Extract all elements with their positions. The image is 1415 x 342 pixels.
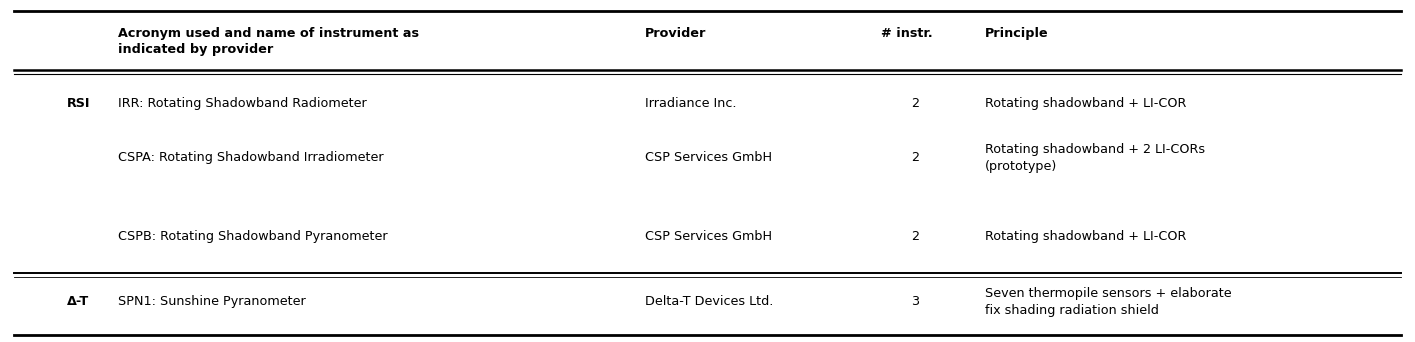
Text: Principle: Principle (985, 27, 1049, 40)
Text: 2: 2 (911, 230, 920, 243)
Text: Rotating shadowband + LI-COR: Rotating shadowband + LI-COR (985, 230, 1186, 243)
Text: CSP Services GmbH: CSP Services GmbH (645, 230, 773, 243)
Text: 2: 2 (911, 151, 920, 164)
Text: 3: 3 (911, 295, 920, 308)
Text: 2: 2 (911, 97, 920, 110)
Text: SPN1: Sunshine Pyranometer: SPN1: Sunshine Pyranometer (117, 295, 306, 308)
Text: CSP Services GmbH: CSP Services GmbH (645, 151, 773, 164)
Text: Rotating shadowband + 2 LI-CORs
(prototype): Rotating shadowband + 2 LI-CORs (prototy… (985, 143, 1206, 173)
Text: Provider: Provider (645, 27, 706, 40)
Text: # instr.: # instr. (880, 27, 932, 40)
Text: Acronym used and name of instrument as
indicated by provider: Acronym used and name of instrument as i… (117, 27, 419, 56)
Text: Seven thermopile sensors + elaborate
fix shading radiation shield: Seven thermopile sensors + elaborate fix… (985, 287, 1231, 317)
Text: Rotating shadowband + LI-COR: Rotating shadowband + LI-COR (985, 97, 1186, 110)
Text: IRR: Rotating Shadowband Radiometer: IRR: Rotating Shadowband Radiometer (117, 97, 366, 110)
Text: Delta-T Devices Ltd.: Delta-T Devices Ltd. (645, 295, 774, 308)
Text: CSPA: Rotating Shadowband Irradiometer: CSPA: Rotating Shadowband Irradiometer (117, 151, 383, 164)
Text: RSI: RSI (67, 97, 91, 110)
Text: Irradiance Inc.: Irradiance Inc. (645, 97, 737, 110)
Text: CSPB: Rotating Shadowband Pyranometer: CSPB: Rotating Shadowband Pyranometer (117, 230, 388, 243)
Text: Δ-T: Δ-T (67, 295, 89, 308)
